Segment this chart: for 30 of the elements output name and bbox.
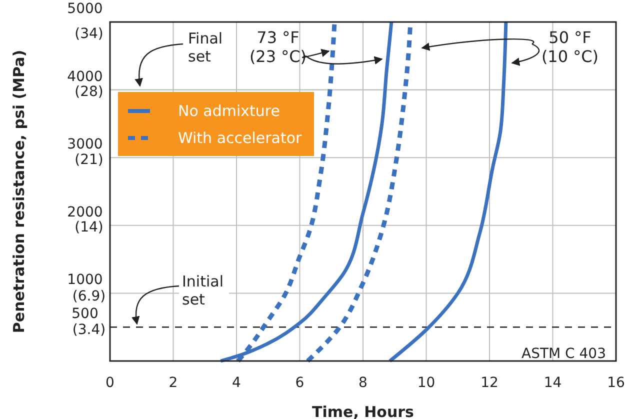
x-tick-label: 14 xyxy=(544,375,562,391)
legend-label: With accelerator xyxy=(178,129,303,147)
x-tick-label: 4 xyxy=(232,375,242,391)
y-tick-label: 500 xyxy=(72,306,98,322)
y2-tick-label: (3.4) xyxy=(72,322,106,338)
y-tick-label: 5000 xyxy=(67,1,103,17)
x-tick-label: 16 xyxy=(607,375,625,391)
y-tick-label: 3000 xyxy=(67,136,103,153)
annotation: ASTM C 403 xyxy=(522,346,606,362)
y2-tick-label: (14) xyxy=(74,220,104,236)
annotation: 50 °F (10 °C) xyxy=(541,28,599,66)
y2-tick-label: (21) xyxy=(74,152,104,168)
x-tick-label: 2 xyxy=(168,375,178,391)
y2-tick-label: (34) xyxy=(74,26,104,42)
ref-line-label: Final set xyxy=(188,29,223,66)
annotation: 73 °F (23 °C) xyxy=(249,28,307,66)
x-tick-label: 6 xyxy=(295,375,304,391)
x-tick-label: 10 xyxy=(417,375,436,391)
y-tick-label: 4000 xyxy=(67,68,103,85)
y-tick-label: 2000 xyxy=(67,204,103,220)
y2-tick-label: (6.9) xyxy=(72,288,106,304)
x-tick-label: 8 xyxy=(358,375,368,391)
y2-tick-label: (28) xyxy=(74,84,104,100)
x-axis-title: Time, Hours xyxy=(312,403,414,419)
x-tick-label: 0 xyxy=(106,375,114,391)
ref-line-label: Initial set xyxy=(182,272,224,308)
y-axis-title: Penetration resistance, psi (MPa) xyxy=(10,50,28,334)
legend-label: No admixture xyxy=(178,102,280,120)
y-tick-label: 1000 xyxy=(67,272,103,288)
x-tick-label: 12 xyxy=(480,375,498,391)
